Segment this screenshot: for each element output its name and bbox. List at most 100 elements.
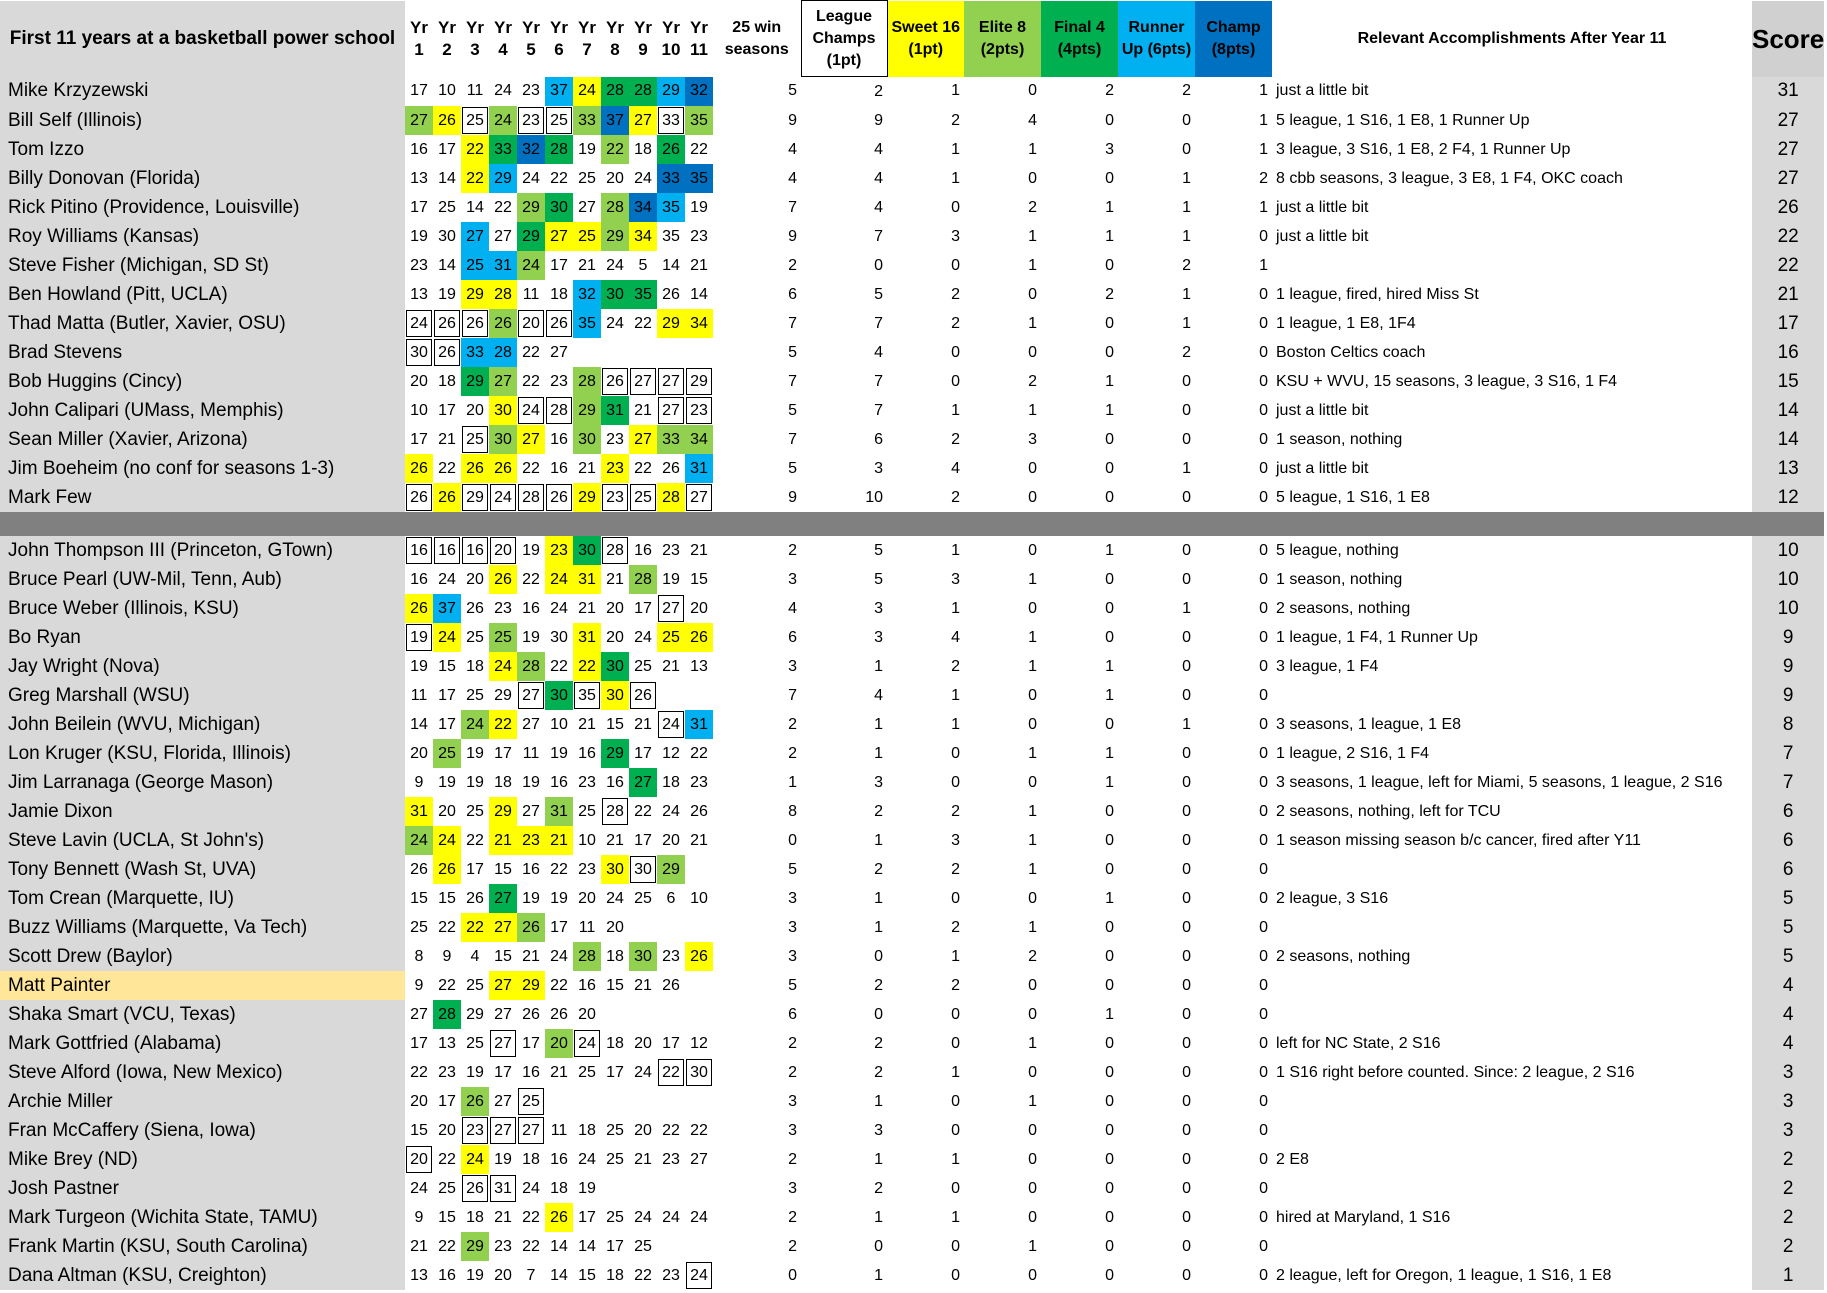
year-wins-cell: 18 <box>634 140 652 158</box>
year-wins-cell: 19 <box>466 1063 484 1081</box>
elite8-count: 1 <box>1028 1237 1037 1255</box>
year-wins-cell: 31 <box>573 623 601 652</box>
table-row: Bruce Weber (Illinois, KSU) 26 37 26 23 16 24 2… <box>0 594 1825 623</box>
table-row: Jim Boeheim (no conf for seasons 1-3) 26 2… <box>0 454 1825 483</box>
coach-name: Scott Drew (Baylor) <box>0 942 405 971</box>
year-wins-cell <box>629 1000 657 1029</box>
year-wins-cell: 27 <box>517 425 545 454</box>
year-wins-cell: 20 <box>606 628 624 646</box>
win25-count: 3 <box>788 657 797 675</box>
year-wins-cell: 13 <box>410 169 428 187</box>
year-wins-cell: 21 <box>690 541 708 559</box>
year-wins-cell: 18 <box>606 1266 624 1284</box>
year-wins-cell: 20 <box>662 831 680 849</box>
year-wins-cell: 17 <box>634 599 652 617</box>
champ-count: 0 <box>1259 744 1268 762</box>
year-wins-cell: 25 <box>489 623 517 652</box>
sweet16-count: 0 <box>951 1005 960 1023</box>
year-wins-cell: 22 <box>522 1237 540 1255</box>
year-wins-cell: 17 <box>634 744 652 762</box>
year-wins-cell: 21 <box>489 826 517 855</box>
table-row: Ben Howland (Pitt, UCLA) 13 19 29 28 11 18 32 30… <box>0 280 1825 309</box>
year-wins-cell: 24 <box>606 889 624 907</box>
year-wins-cell: 13 <box>438 1034 456 1052</box>
year-wins-cell: 25 <box>634 657 652 675</box>
table-row: Bruce Pearl (UW-Mil, Tenn, Aub) 16 24 20 26 2… <box>0 565 1825 594</box>
sweet16-count: 0 <box>951 372 960 390</box>
coach-name: Tom Izzo <box>0 135 405 164</box>
final4-count: 0 <box>1105 1150 1114 1168</box>
year-wins-cell: 18 <box>550 285 568 303</box>
champ-count: 0 <box>1259 1092 1268 1110</box>
year-wins-cell: 19 <box>494 1150 512 1168</box>
champ-count: 0 <box>1259 459 1268 477</box>
year-wins-cell: 29 <box>461 483 489 512</box>
year-wins-cell: 22 <box>601 135 629 164</box>
table-row: Bob Huggins (Cincy) 20 18 29 27 22 23 28 26 27 27 2… <box>0 367 1825 396</box>
elite8-count: 1 <box>1028 744 1037 762</box>
year-wins-cell: 19 <box>466 744 484 762</box>
league-count: 7 <box>874 227 883 245</box>
year-wins-cell: 11 <box>578 918 596 936</box>
league-count: 2 <box>874 1179 883 1197</box>
score-cell: 2 <box>1752 1174 1825 1203</box>
coach-name: Sean Miller (Xavier, Arizona) <box>0 425 405 454</box>
year-wins-cell: 9 <box>442 947 452 965</box>
coach-name: Greg Marshall (WSU) <box>0 681 405 710</box>
year-wins-cell: 21 <box>690 256 708 274</box>
runner-up-count: 1 <box>1182 198 1191 216</box>
league-count: 0 <box>874 1005 883 1023</box>
year-wins-cell: 27 <box>550 343 568 361</box>
runner-up-count: 1 <box>1182 459 1191 477</box>
year-wins-cell: 14 <box>438 256 456 274</box>
year-wins-cell: 27 <box>489 971 517 1000</box>
final4-count: 1 <box>1105 657 1114 675</box>
runner-up-count: 0 <box>1182 686 1191 704</box>
champ-count: 0 <box>1259 227 1268 245</box>
sweet16-count: 1 <box>951 169 960 187</box>
year-wins-cell: 20 <box>606 918 624 936</box>
year-wins-cell: 24 <box>410 1179 428 1197</box>
sweet16-count: 2 <box>951 285 960 303</box>
year-wins-cell: 31 <box>685 710 713 739</box>
champ-count: 0 <box>1259 1034 1268 1052</box>
year-wins-cell: 28 <box>601 536 629 565</box>
year-wins-cell <box>657 1232 685 1261</box>
year-wins-cell: 25 <box>466 976 484 994</box>
table-row: Greg Marshall (WSU) 11 17 25 29 27 30 35 30 26 7 4 1… <box>0 681 1825 710</box>
coach-name: Mike Brey (ND) <box>0 1145 405 1174</box>
year-wins-cell: 31 <box>685 454 713 483</box>
header-accomplishments: Relevant Accomplishments After Year 11 <box>1272 0 1752 77</box>
year-wins-cell: 19 <box>522 889 540 907</box>
runner-up-count: 0 <box>1182 1266 1191 1284</box>
year-wins-cell: 17 <box>494 744 512 762</box>
year-wins-cell: 32 <box>573 280 601 309</box>
win25-count: 2 <box>788 1237 797 1255</box>
final4-count: 0 <box>1105 1237 1114 1255</box>
league-count: 0 <box>874 1237 883 1255</box>
year-wins-cell: 27 <box>685 483 713 512</box>
year-wins-cell: 24 <box>657 710 685 739</box>
year-wins-cell: 33 <box>657 425 685 454</box>
league-count: 1 <box>874 889 883 907</box>
runner-up-count: 1 <box>1182 599 1191 617</box>
year-wins-cell: 25 <box>606 1150 624 1168</box>
year-wins-cell: 25 <box>466 1034 484 1052</box>
win25-count: 0 <box>788 1266 797 1284</box>
league-count: 1 <box>874 918 883 936</box>
year-wins-cell: 20 <box>606 169 624 187</box>
year-wins-cell: 16 <box>550 1150 568 1168</box>
elite8-count: 0 <box>1028 599 1037 617</box>
header-sweet16: Sweet 16 (1pt) <box>887 0 964 77</box>
win25-count: 2 <box>788 744 797 762</box>
year-wins-cell: 29 <box>573 483 601 512</box>
score-cell: 2 <box>1752 1232 1825 1261</box>
year-wins-cell: 29 <box>601 222 629 251</box>
table-row: Mike Brey (ND) 20 22 24 19 18 16 24 25 21 23 27 2 1 1 0… <box>0 1145 1825 1174</box>
final4-count: 2 <box>1105 82 1114 100</box>
final4-count: 0 <box>1105 1266 1114 1284</box>
sweet16-count: 1 <box>951 541 960 559</box>
year-wins-cell: 23 <box>578 773 596 791</box>
year-wins-cell: 15 <box>438 657 456 675</box>
